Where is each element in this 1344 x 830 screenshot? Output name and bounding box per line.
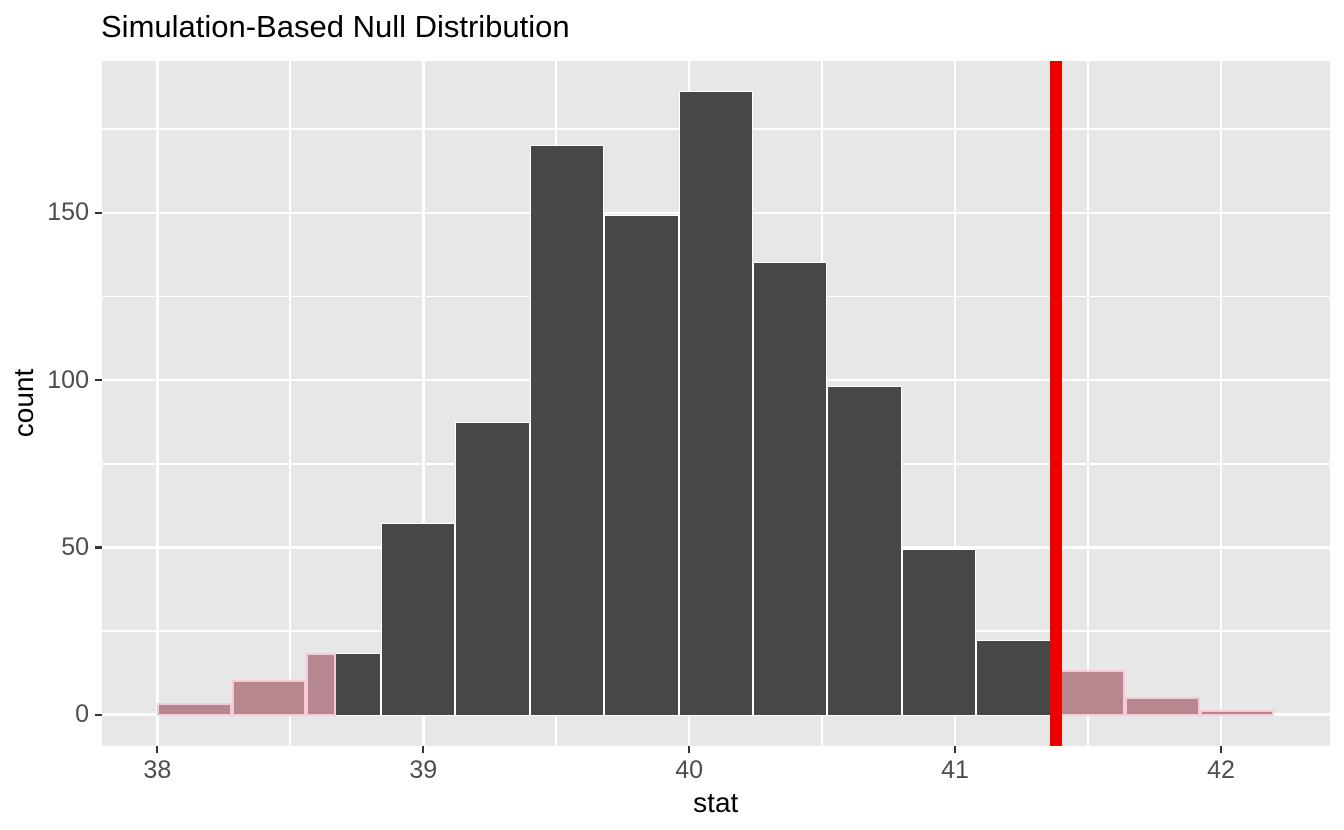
x-axis-tick [422,745,425,753]
x-axis-tick [1219,745,1223,753]
x-axis-tick-label: 41 [941,756,969,784]
plot-panel [101,61,1330,746]
y-axis-tick-label: 150 [47,198,89,227]
histogram-bar [604,214,679,717]
shaded-tail-bar [157,703,232,717]
y-axis-title: count [8,368,39,438]
x-axis-tick [953,745,957,753]
histogram-bar [529,144,605,717]
y-axis-tick-label: 50 [61,532,89,561]
y-axis-tick-label: 100 [47,365,89,394]
y-axis-tick [94,379,102,382]
gridline-x-minor [1087,61,1089,746]
y-axis-tick [94,713,102,716]
histogram-bar [901,549,977,717]
histogram-bar [976,639,1051,717]
chart-title: Simulation-Based Null Distribution [101,9,570,44]
histogram-bar [455,422,530,717]
shaded-tail-bar [1125,696,1200,717]
x-axis-tick-label: 42 [1207,756,1235,784]
gridline-x-major [156,61,159,746]
observed-stat-line [1049,61,1063,746]
gridline-x-major [1219,61,1223,746]
gridline-x-major [953,61,957,746]
histogram-bar [678,91,753,717]
histogram-bar [752,261,828,717]
x-axis-tick-label: 38 [143,756,172,784]
x-axis-tick [156,745,159,753]
y-axis-tick-label: 0 [75,700,89,729]
y-axis-tick [94,546,102,549]
shaded-partial-bar [306,653,336,717]
x-axis-tick-label: 40 [675,756,704,784]
histogram-bar [827,385,902,717]
gridline-x-major [421,61,425,746]
x-axis-title: stat [693,787,739,818]
shaded-tail-bar [1199,710,1275,717]
y-axis-tick [94,211,102,214]
histogram-bar [380,522,456,717]
gridline-x-minor [289,61,292,746]
x-axis-tick [688,745,691,753]
x-axis-tick-label: 39 [409,756,438,784]
shaded-tail-bar [231,679,307,717]
